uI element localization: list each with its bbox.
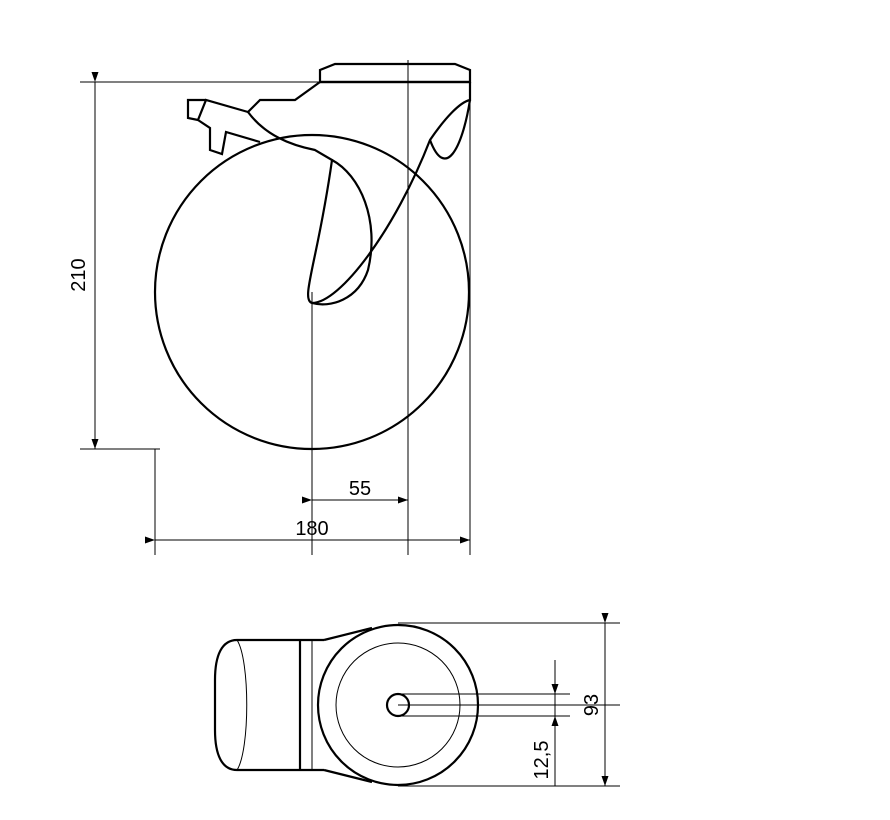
top-housing xyxy=(215,628,372,782)
fork-body xyxy=(248,82,470,304)
dim-offset-label: 55 xyxy=(349,478,371,500)
side-view: 210 55 180 xyxy=(68,60,470,555)
dim-diameter-label: 180 xyxy=(295,518,328,540)
dim-width-93: 93 xyxy=(581,623,605,786)
mounting-bracket xyxy=(320,64,470,82)
technical-drawing: 210 55 180 xyxy=(0,0,890,820)
brake-lever xyxy=(188,100,260,154)
dim-offset-55: 55 xyxy=(312,478,408,500)
dim-hole-12-5: 12,5 xyxy=(531,660,555,786)
dim-width-label: 93 xyxy=(581,694,603,716)
dim-height-label: 210 xyxy=(68,258,90,291)
dim-hole-label: 12,5 xyxy=(531,741,553,780)
top-view: 12,5 93 xyxy=(215,623,620,786)
